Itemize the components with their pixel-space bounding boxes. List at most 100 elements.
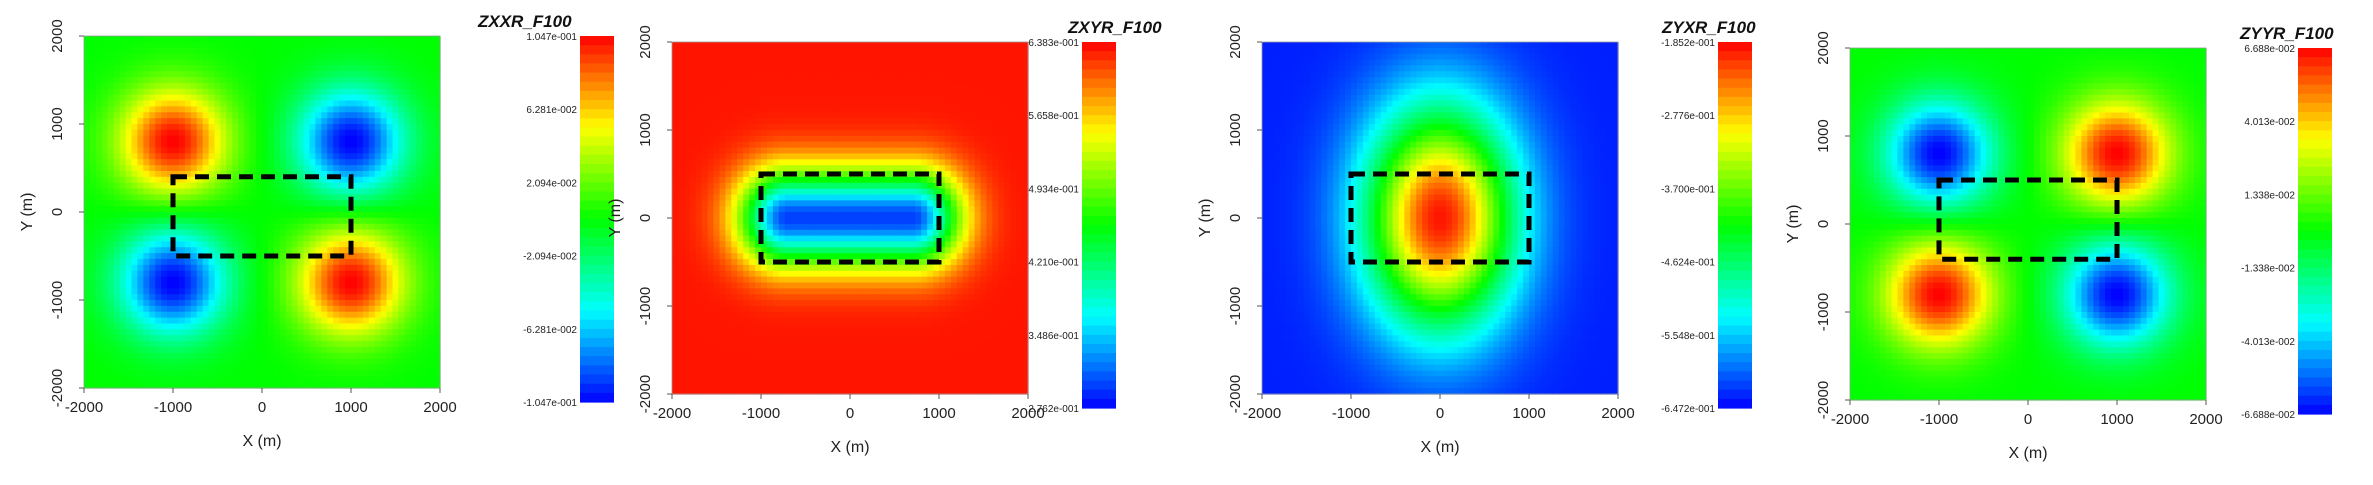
heatmap-cell xyxy=(185,159,192,165)
heatmap-cell xyxy=(393,241,400,247)
heatmap-cell xyxy=(114,42,121,48)
heatmap-cell xyxy=(315,329,322,335)
heatmap-cell xyxy=(381,312,388,318)
heatmap-cell xyxy=(404,329,411,335)
heatmap-cell xyxy=(173,230,180,236)
heatmap-cell xyxy=(292,288,299,294)
heatmap-cell xyxy=(702,60,709,66)
heatmap-cell xyxy=(244,54,251,60)
heatmap-cell xyxy=(363,83,370,89)
heatmap-cell xyxy=(120,312,127,318)
heatmap-cell xyxy=(268,194,275,200)
heatmap-cell xyxy=(232,106,239,112)
heatmap-cell xyxy=(702,54,709,60)
heatmap-cell xyxy=(256,130,263,136)
heatmap-cell xyxy=(333,194,340,200)
heatmap-cell xyxy=(393,165,400,171)
heatmap-cell xyxy=(102,294,109,300)
heatmap-cell xyxy=(173,48,180,54)
heatmap-cell xyxy=(137,101,144,107)
heatmap-cell xyxy=(779,277,786,283)
heatmap-cell xyxy=(298,77,305,83)
heatmap-cell xyxy=(120,318,127,324)
heatmap-cell xyxy=(131,171,138,177)
heatmap-cell xyxy=(137,71,144,77)
heatmap-cell xyxy=(173,54,180,60)
heatmap-cell xyxy=(363,271,370,277)
heatmap-cell xyxy=(108,300,115,306)
heatmap-cell xyxy=(321,235,328,241)
heatmap-cell xyxy=(232,48,239,54)
heatmap-cell xyxy=(387,36,394,42)
heatmap-cell xyxy=(785,177,792,183)
heatmap-cell xyxy=(767,54,774,60)
heatmap-cell xyxy=(672,200,679,206)
heatmap-cell xyxy=(268,359,275,365)
heatmap-cell xyxy=(708,288,715,294)
heatmap-cell xyxy=(345,277,352,283)
heatmap-cell xyxy=(203,112,210,118)
heatmap-cell xyxy=(149,335,156,341)
heatmap-cell xyxy=(381,165,388,171)
heatmap-cell xyxy=(369,89,376,95)
heatmap-cell xyxy=(684,183,691,189)
heatmap-cell xyxy=(696,324,703,330)
heatmap-cell xyxy=(363,235,370,241)
heatmap-cell xyxy=(197,247,204,253)
heatmap-cell xyxy=(773,341,780,347)
colorbar-band xyxy=(580,365,614,375)
heatmap-cell xyxy=(209,235,216,241)
heatmap-cell xyxy=(232,36,239,42)
heatmap-cell xyxy=(102,212,109,218)
y-tick-label: 0 xyxy=(49,208,66,216)
heatmap-cell xyxy=(333,77,340,83)
heatmap-cell xyxy=(215,65,222,71)
heatmap-cell xyxy=(215,247,222,253)
heatmap-cell xyxy=(714,253,721,259)
heatmap-cell xyxy=(120,124,127,130)
heatmap-cell xyxy=(779,359,786,365)
heatmap-cell xyxy=(333,353,340,359)
heatmap-cell xyxy=(381,95,388,101)
heatmap-cell xyxy=(197,106,204,112)
heatmap-cell xyxy=(286,241,293,247)
heatmap-cell xyxy=(250,89,257,95)
heatmap-cell xyxy=(96,142,103,148)
heatmap-cell xyxy=(238,147,245,153)
heatmap-cell xyxy=(298,124,305,130)
heatmap-cell xyxy=(309,282,316,288)
heatmap-cell xyxy=(375,71,382,77)
heatmap-cell xyxy=(731,65,738,71)
heatmap-cell xyxy=(737,271,744,277)
heatmap-cell xyxy=(126,183,133,189)
heatmap-cell xyxy=(298,212,305,218)
heatmap-cell xyxy=(149,159,156,165)
heatmap-cell xyxy=(179,353,186,359)
heatmap-cell xyxy=(120,183,127,189)
heatmap-cell xyxy=(375,59,382,65)
heatmap-cell xyxy=(696,77,703,83)
heatmap-cell xyxy=(719,341,726,347)
heatmap-cell xyxy=(690,60,697,66)
heatmap-cell xyxy=(696,329,703,335)
heatmap-cell xyxy=(209,59,216,65)
heatmap-cell xyxy=(393,271,400,277)
heatmap-cell xyxy=(708,200,715,206)
heatmap-cell xyxy=(708,124,715,130)
heatmap-cell xyxy=(126,235,133,241)
heatmap-cell xyxy=(333,230,340,236)
heatmap-cell xyxy=(410,241,417,247)
heatmap-cell xyxy=(339,42,346,48)
heatmap-cell xyxy=(315,65,322,71)
heatmap-cell xyxy=(684,189,691,195)
heatmap-cell xyxy=(428,376,435,382)
heatmap-cell xyxy=(191,59,198,65)
heatmap-cell xyxy=(743,224,750,230)
heatmap-cell xyxy=(209,89,216,95)
heatmap-cell xyxy=(743,376,750,382)
heatmap-cell xyxy=(96,130,103,136)
heatmap-cell xyxy=(416,218,423,224)
heatmap-cell xyxy=(702,65,709,71)
heatmap-cell xyxy=(149,171,156,177)
heatmap-cell xyxy=(304,112,311,118)
